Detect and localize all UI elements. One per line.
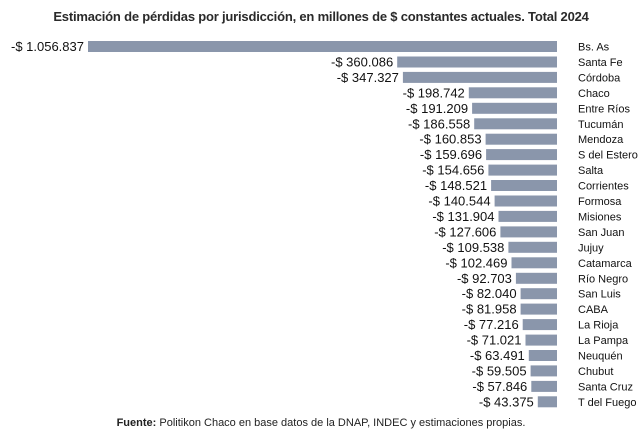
bar [537, 396, 557, 408]
data-label: -$ 82.040 [462, 286, 517, 301]
data-label: -$ 71.021 [467, 333, 522, 348]
bar [472, 102, 557, 114]
category-label: San Juan [578, 227, 624, 239]
category-label: CABA [578, 304, 609, 316]
bar [520, 303, 557, 315]
bar [522, 319, 557, 331]
bar [485, 133, 557, 145]
source-label: Fuente: [116, 417, 157, 429]
bar [491, 180, 557, 191]
category-label: Neuquén [578, 351, 623, 363]
category-label: Bs. As [578, 42, 610, 54]
bar [402, 71, 557, 83]
category-label: Misiones [578, 211, 622, 223]
category-label: Río Negro [578, 273, 628, 285]
bar [488, 164, 557, 176]
data-label: -$ 109.538 [442, 240, 504, 255]
data-label: -$ 191.209 [406, 101, 468, 116]
data-label: -$ 140.544 [428, 194, 490, 209]
bar [474, 118, 557, 130]
bar [468, 87, 557, 99]
data-label: -$ 186.558 [408, 116, 470, 131]
category-label: Formosa [578, 196, 622, 208]
bar [531, 380, 557, 392]
bar [500, 226, 557, 238]
source-text: Politikon Chaco en base datos de la DNAP… [156, 417, 526, 429]
category-label: Córdoba [578, 72, 621, 84]
data-label: -$ 63.491 [470, 348, 525, 363]
category-label: Santa Fe [578, 57, 623, 69]
data-label: -$ 1.056.837 [11, 39, 84, 54]
bar [525, 334, 557, 346]
data-label: -$ 198.742 [403, 85, 465, 100]
bar [508, 241, 557, 253]
category-label: Chaco [578, 88, 610, 100]
data-label: -$ 81.958 [462, 302, 517, 317]
data-label: -$ 148.521 [425, 178, 487, 193]
data-label: -$ 347.327 [337, 70, 399, 85]
category-label: La Pampa [578, 335, 629, 347]
chart-title: Estimación de pérdidas por jurisdicción,… [53, 9, 589, 24]
bar [511, 257, 557, 269]
data-label: -$ 102.469 [445, 255, 507, 270]
category-label: S del Estero [578, 150, 638, 162]
category-label: Corrientes [578, 181, 629, 193]
category-label: La Rioja [578, 320, 619, 332]
data-label: -$ 160.853 [419, 132, 481, 147]
source-note: Fuente: Politikon Chaco en base datos de… [0, 417, 642, 429]
category-label: Salta [578, 165, 604, 177]
category-label: Tucumán [578, 119, 623, 131]
category-label: Santa Cruz [578, 381, 633, 393]
data-label: -$ 159.696 [420, 147, 482, 162]
category-label: Entre Ríos [578, 103, 630, 115]
data-label: -$ 360.086 [331, 55, 393, 70]
bar [515, 272, 557, 284]
bar [397, 56, 557, 68]
bar [530, 365, 557, 377]
bar [528, 350, 557, 361]
bar [520, 288, 557, 300]
category-label: Chubut [578, 366, 613, 378]
data-label: -$ 127.606 [434, 224, 496, 239]
data-label: -$ 92.703 [457, 271, 512, 286]
category-label: T del Fuego [578, 397, 637, 409]
category-label: San Luis [578, 289, 621, 301]
bar [498, 210, 557, 222]
bar [494, 195, 557, 207]
data-label: -$ 59.505 [472, 363, 527, 378]
data-label: -$ 154.656 [422, 163, 484, 178]
data-label: -$ 57.846 [472, 379, 527, 394]
data-label: -$ 43.375 [479, 394, 534, 409]
data-label: -$ 77.216 [464, 317, 519, 332]
category-label: Catamarca [578, 258, 633, 270]
data-label: -$ 131.904 [432, 209, 494, 224]
category-label: Mendoza [578, 134, 624, 146]
bar [88, 41, 557, 52]
category-label: Jujuy [578, 242, 604, 254]
bar [486, 149, 557, 161]
